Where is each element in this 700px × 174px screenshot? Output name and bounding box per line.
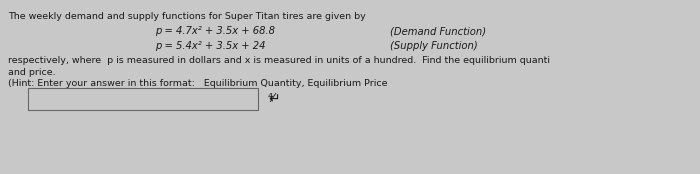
Text: (Supply Function): (Supply Function) [390, 41, 477, 51]
FancyBboxPatch shape [28, 88, 258, 110]
Text: p = 4.7x² + 3.5x + 68.8: p = 4.7x² + 3.5x + 68.8 [155, 26, 275, 36]
Text: (Demand Function): (Demand Function) [390, 26, 486, 36]
Text: respectively, where  p is measured in dollars and x is measured in units of a hu: respectively, where p is measured in dol… [8, 56, 550, 65]
Text: (Hint: Enter your answer in this format:   Equilibrium Quantity, Equilibrium Pri: (Hint: Enter your answer in this format:… [8, 79, 388, 88]
Text: p = 5.4x² + 3.5x + 24: p = 5.4x² + 3.5x + 24 [155, 41, 265, 51]
Text: and price.: and price. [8, 68, 55, 77]
Text: ↵: ↵ [268, 92, 279, 106]
Text: The weekly demand and supply functions for Super Titan tires are given by: The weekly demand and supply functions f… [8, 12, 365, 21]
Text: ⁴⁄: ⁴⁄ [268, 92, 275, 105]
